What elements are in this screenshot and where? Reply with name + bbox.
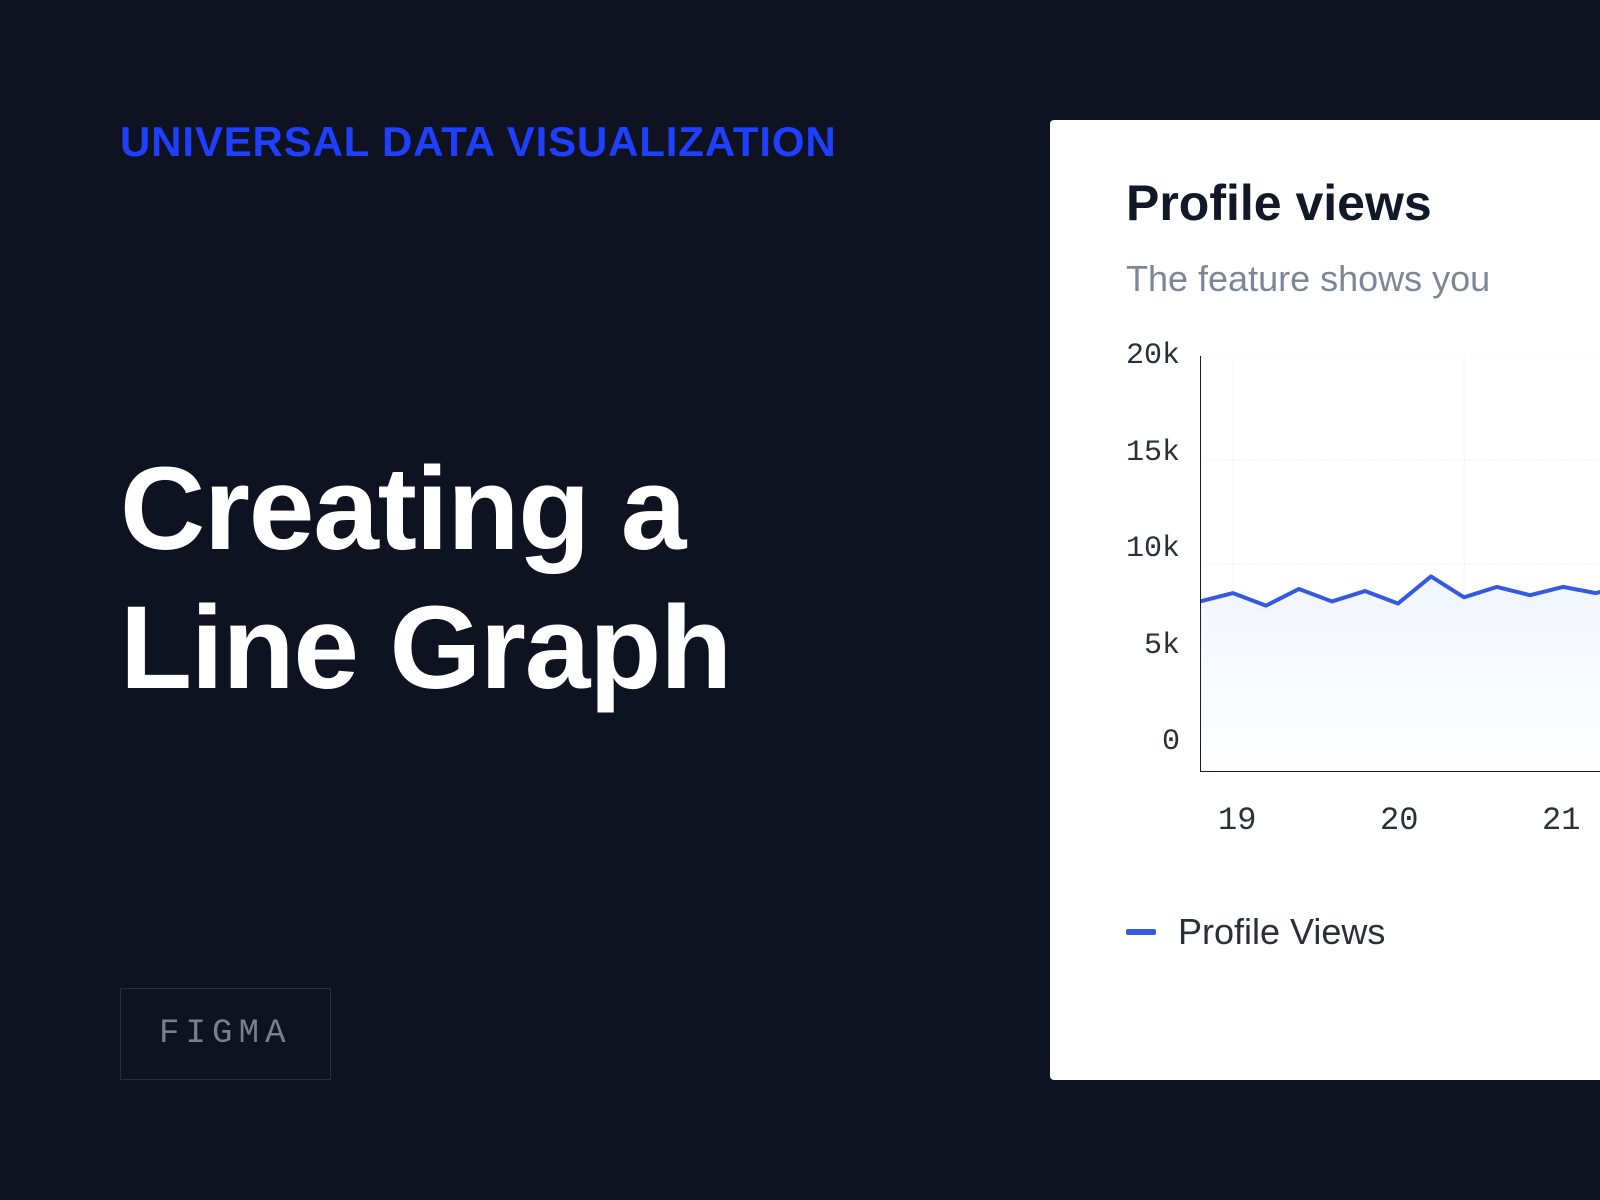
y-tick: 5k bbox=[1144, 631, 1180, 661]
x-tick: 19 bbox=[1218, 802, 1380, 839]
legend: Profile Views bbox=[1126, 911, 1600, 953]
slide-title: Creating a Line Graph bbox=[120, 440, 731, 718]
chart-card: Profile views The feature shows you 20k 1… bbox=[1050, 120, 1600, 1080]
x-tick: 20 bbox=[1380, 802, 1542, 839]
y-tick: 20k bbox=[1126, 341, 1180, 371]
slide: UNIVERSAL DATA VISUALIZATION Creating a … bbox=[0, 0, 1600, 1200]
legend-swatch bbox=[1126, 929, 1156, 935]
eyebrow-label: UNIVERSAL DATA VISUALIZATION bbox=[120, 118, 837, 166]
slide-title-line1: Creating a bbox=[120, 440, 731, 579]
card-subtitle: The feature shows you bbox=[1126, 258, 1600, 300]
y-tick: 15k bbox=[1126, 438, 1180, 468]
x-tick: 21 bbox=[1542, 802, 1600, 839]
card-title: Profile views bbox=[1126, 174, 1600, 232]
chart: 20k15k10k5k0 bbox=[1126, 356, 1600, 772]
tool-badge: FIGMA bbox=[120, 988, 331, 1080]
slide-title-line2: Line Graph bbox=[120, 579, 731, 718]
x-axis: 192021 bbox=[1126, 802, 1600, 839]
legend-label: Profile Views bbox=[1178, 911, 1385, 953]
y-tick: 0 bbox=[1162, 727, 1180, 757]
plot-area bbox=[1200, 356, 1600, 772]
y-axis: 20k 15k 10k 5k 0 bbox=[1126, 341, 1200, 757]
y-tick: 10k bbox=[1126, 534, 1180, 564]
chart-svg bbox=[1200, 356, 1600, 772]
